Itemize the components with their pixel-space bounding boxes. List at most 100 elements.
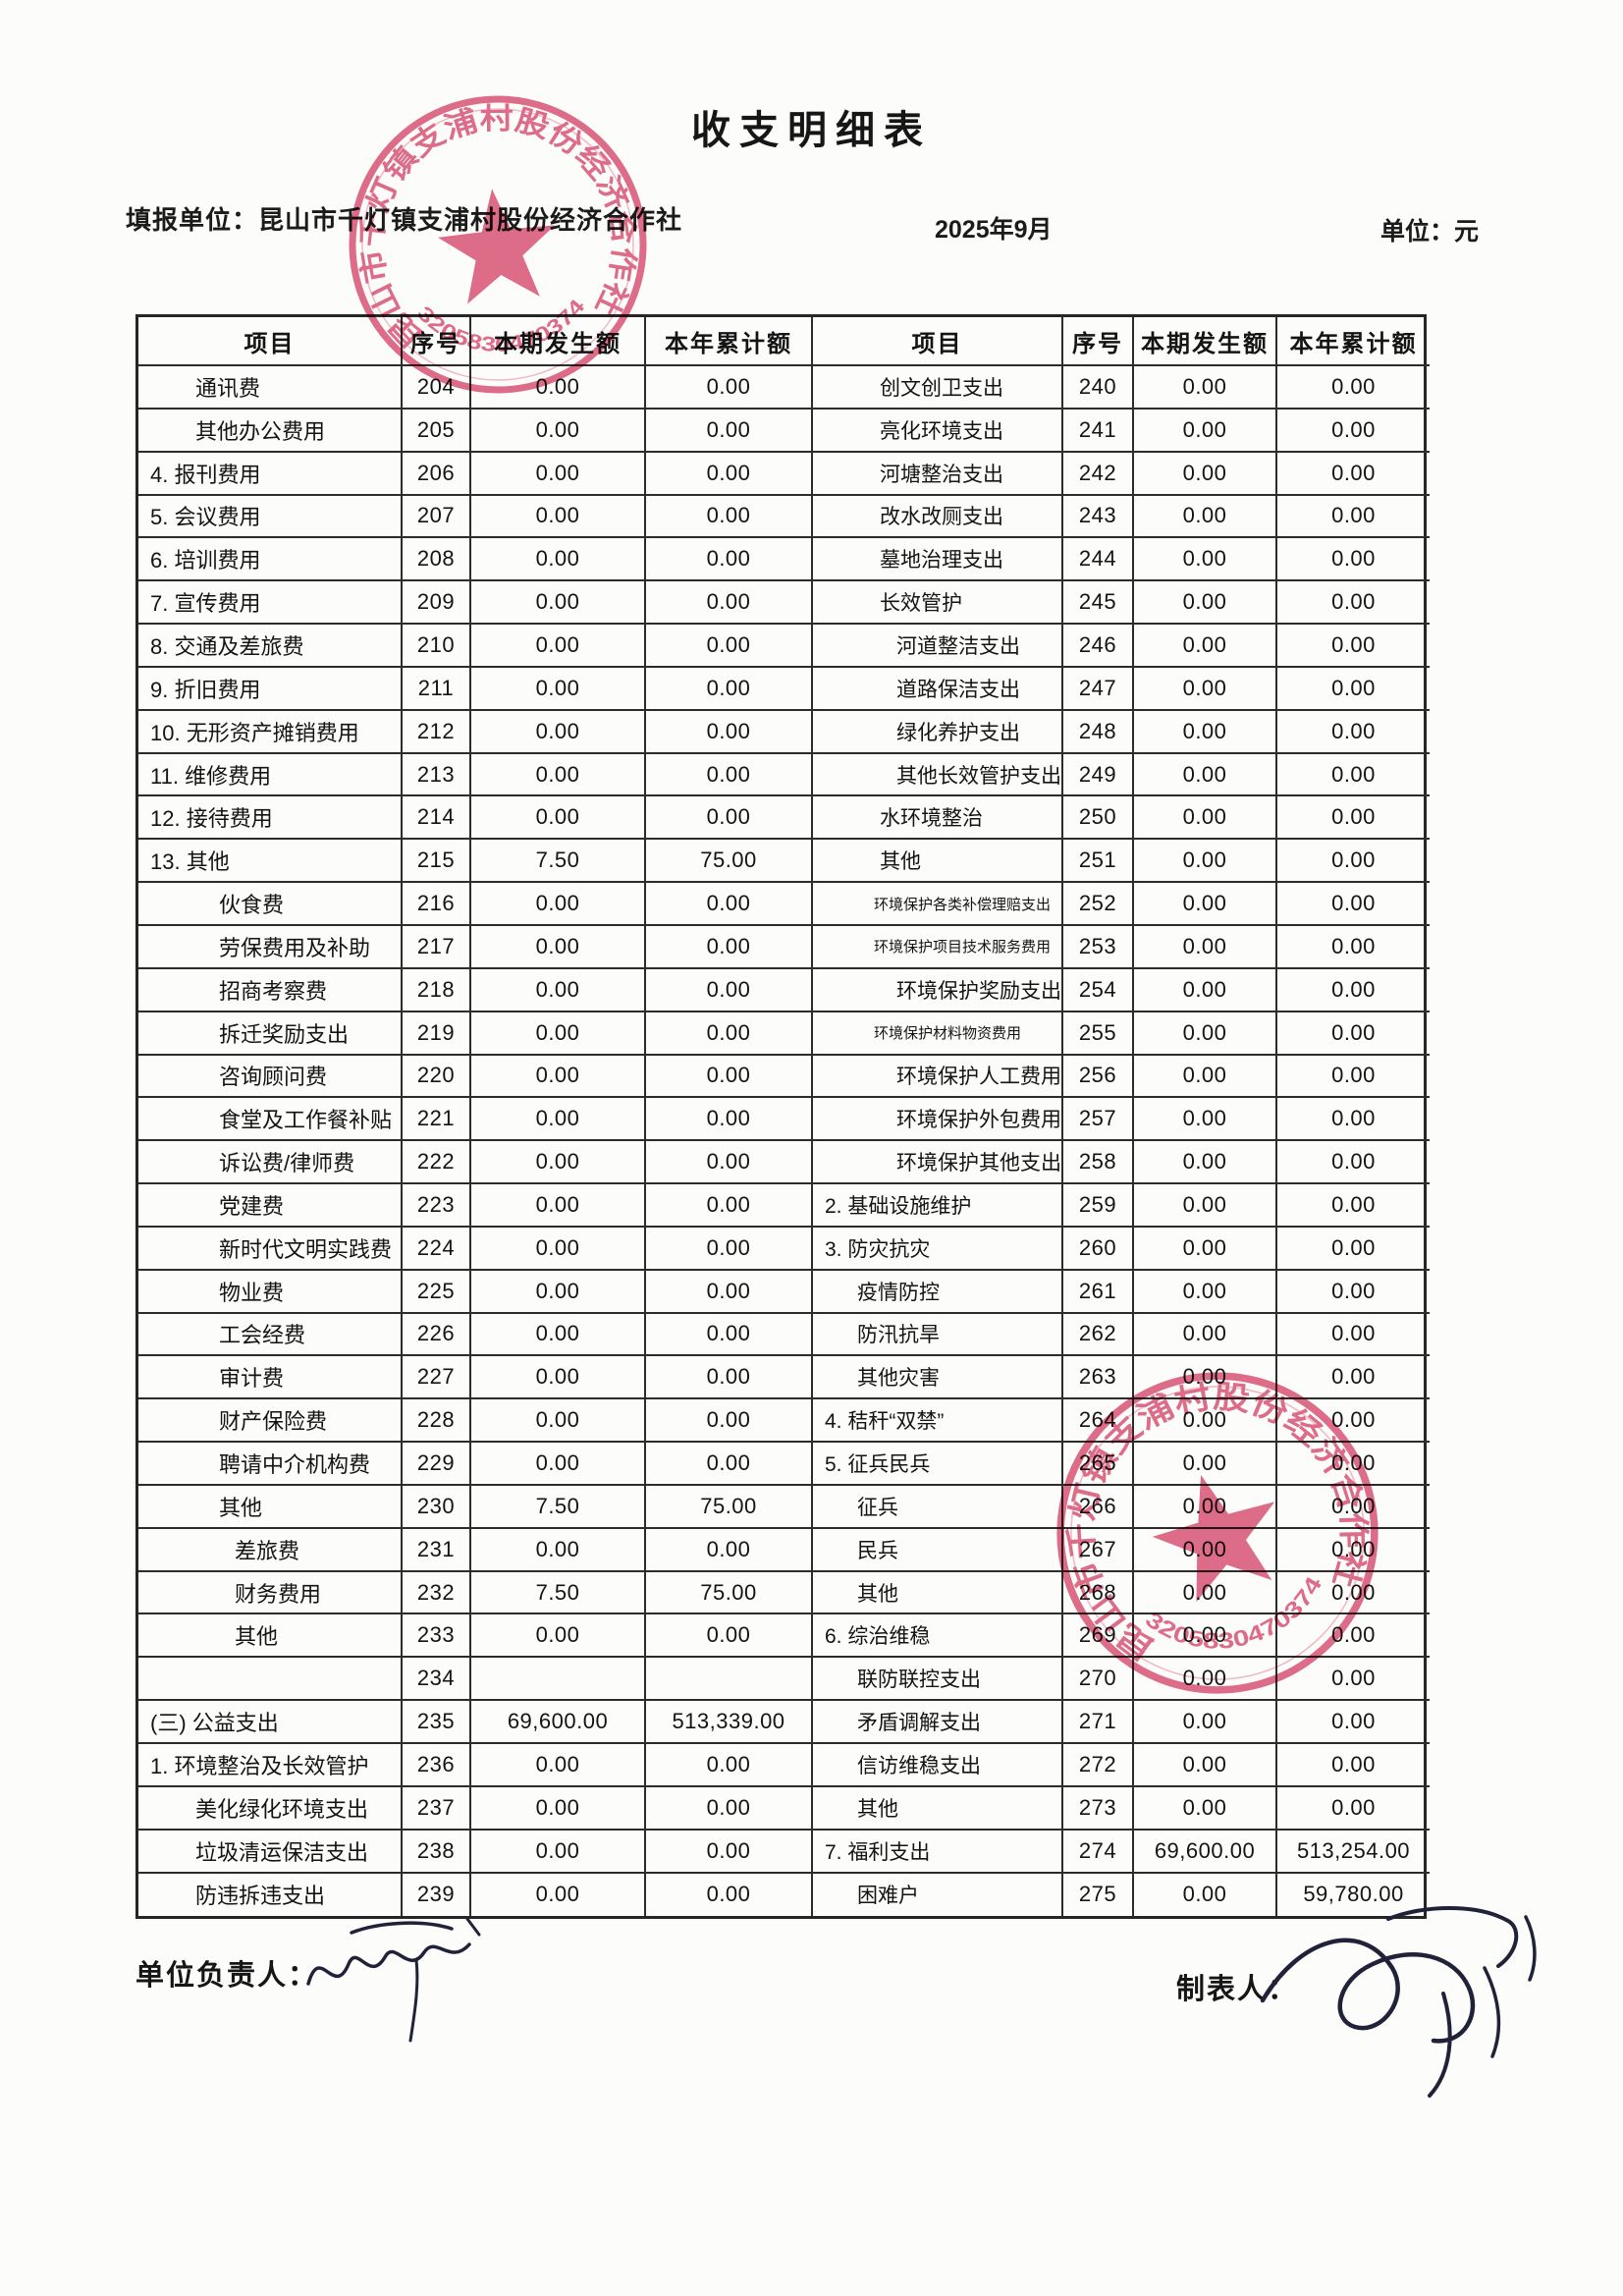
amount-cumulative-cell: 0.00 bbox=[646, 625, 813, 668]
amount-current-cell: 0.00 bbox=[471, 1313, 646, 1357]
seq-cell: 274 bbox=[1063, 1830, 1134, 1874]
amount-current-cell: 0.00 bbox=[471, 1830, 646, 1874]
item-cell: 其他长效管护支出 bbox=[813, 753, 1063, 797]
amount-cumulative-cell: 0.00 bbox=[1277, 496, 1430, 539]
amount-current-cell: 0.00 bbox=[1134, 1356, 1277, 1400]
amount-current-cell: 0.00 bbox=[1134, 925, 1277, 969]
seq-cell: 208 bbox=[403, 538, 471, 582]
amount-cumulative-cell: 75.00 bbox=[646, 840, 813, 884]
item-cell: 垃圾清运保洁支出 bbox=[138, 1830, 403, 1874]
seq-cell: 248 bbox=[1063, 710, 1134, 754]
seq-cell: 230 bbox=[403, 1485, 471, 1529]
item-cell: 长效管护 bbox=[813, 581, 1063, 626]
seq-cell: 265 bbox=[1063, 1443, 1134, 1486]
seq-cell: 235 bbox=[403, 1701, 471, 1744]
seq-cell: 270 bbox=[1063, 1658, 1134, 1702]
item-cell: 矛盾调解支出 bbox=[813, 1701, 1063, 1744]
amount-cumulative-cell: 0.00 bbox=[646, 1270, 813, 1314]
ledger-grid: 项目 序号 本期发生额 本年累计额 项目 序号 本期发生额 本年累计额 通讯费 2… bbox=[135, 314, 1430, 1920]
amount-cumulative-cell: 0.00 bbox=[646, 1744, 813, 1787]
amount-current-cell: 0.00 bbox=[1134, 1270, 1277, 1314]
amount-cumulative-cell: 0.00 bbox=[1277, 1443, 1430, 1486]
item-cell: 10. 无形资产摊销费用 bbox=[138, 710, 403, 754]
item-cell: 聘请中介机构费 bbox=[138, 1443, 403, 1486]
seq-cell: 275 bbox=[1063, 1873, 1134, 1917]
item-cell: 7. 福利支出 bbox=[813, 1830, 1063, 1874]
seq-cell: 214 bbox=[403, 796, 471, 841]
item-cell: 征兵 bbox=[813, 1485, 1063, 1529]
amount-current-cell: 0.00 bbox=[1134, 1701, 1277, 1744]
item-cell: 其他 bbox=[813, 1571, 1063, 1615]
amount-cumulative-cell: 0.00 bbox=[1277, 1228, 1430, 1271]
amount-current-cell: 0.00 bbox=[471, 1744, 646, 1787]
seq-cell: 250 bbox=[1063, 796, 1134, 841]
column-header-current-right: 本期发生额 bbox=[1134, 317, 1277, 366]
item-cell: 绿化养护支出 bbox=[813, 710, 1063, 754]
seq-cell: 242 bbox=[1063, 452, 1134, 496]
amount-current-cell: 0.00 bbox=[471, 1055, 646, 1099]
seq-cell: 260 bbox=[1063, 1227, 1134, 1271]
seq-cell: 234 bbox=[403, 1658, 471, 1702]
seq-cell: 224 bbox=[403, 1227, 471, 1271]
amount-cumulative-cell: 0.00 bbox=[1277, 840, 1430, 884]
seq-cell: 212 bbox=[403, 710, 471, 754]
item-cell: 美化绿化环境支出 bbox=[138, 1786, 403, 1831]
seq-cell: 245 bbox=[1063, 581, 1134, 626]
seq-cell: 222 bbox=[403, 1141, 471, 1185]
item-cell: 招商考察费 bbox=[138, 968, 403, 1012]
amount-cumulative-cell: 0.00 bbox=[1277, 926, 1430, 969]
amount-cumulative-cell: 0.00 bbox=[646, 925, 813, 969]
seq-cell: 233 bbox=[403, 1614, 471, 1659]
amount-cumulative-cell: 0.00 bbox=[1277, 366, 1430, 410]
seq-cell: 266 bbox=[1063, 1485, 1134, 1529]
amount-current-cell: 0.00 bbox=[1134, 968, 1277, 1012]
amount-cumulative-cell: 0.00 bbox=[1277, 1701, 1430, 1744]
amount-current-cell: 0.00 bbox=[471, 1528, 646, 1572]
column-header-cumulative-right: 本年累计额 bbox=[1277, 317, 1430, 366]
seq-cell: 251 bbox=[1063, 840, 1134, 884]
amount-cumulative-cell: 0.00 bbox=[1277, 883, 1430, 926]
item-cell: 改水改厕支出 bbox=[813, 495, 1063, 539]
amount-current-cell: 0.00 bbox=[1134, 796, 1277, 841]
preparer-label: 制表人： bbox=[1176, 1974, 1299, 2005]
seq-cell: 237 bbox=[403, 1786, 471, 1831]
amount-cumulative-cell: 513,339.00 bbox=[646, 1701, 813, 1744]
seq-cell: 262 bbox=[1063, 1313, 1134, 1357]
amount-cumulative-cell: 0.00 bbox=[1277, 1614, 1430, 1659]
item-cell: 伙食费 bbox=[138, 883, 403, 926]
amount-current-cell: 0.00 bbox=[471, 1184, 646, 1228]
seq-cell: 210 bbox=[403, 625, 471, 668]
amount-cumulative-cell: 0.00 bbox=[646, 1055, 813, 1099]
item-cell: 水环境整治 bbox=[813, 796, 1063, 841]
amount-cumulative-cell: 0.00 bbox=[1277, 969, 1430, 1012]
seq-cell: 255 bbox=[1063, 1011, 1134, 1056]
seq-cell: 227 bbox=[403, 1356, 471, 1400]
item-cell: 其他 bbox=[138, 1614, 403, 1659]
amount-current-cell: 0.00 bbox=[1134, 538, 1277, 582]
seq-cell: 239 bbox=[403, 1873, 471, 1917]
amount-current-cell: 0.00 bbox=[1134, 1744, 1277, 1787]
amount-cumulative-cell: 0.00 bbox=[1277, 453, 1430, 496]
amount-cumulative-cell: 0.00 bbox=[1277, 1184, 1430, 1228]
amount-current-cell: 0.00 bbox=[1134, 366, 1277, 410]
responsible-signature bbox=[306, 1917, 481, 2043]
amount-cumulative-cell: 0.00 bbox=[1277, 1056, 1430, 1099]
amount-current-cell: 0.00 bbox=[471, 1141, 646, 1185]
column-header-current-left: 本期发生额 bbox=[471, 317, 646, 366]
amount-cumulative-cell: 0.00 bbox=[646, 1356, 813, 1400]
amount-cumulative-cell: 0.00 bbox=[1277, 581, 1430, 626]
amount-current-cell: 0.00 bbox=[471, 409, 646, 453]
seq-cell: 244 bbox=[1063, 538, 1134, 582]
item-cell: 环境保护其他支出 bbox=[813, 1141, 1063, 1185]
amount-current-cell: 7.50 bbox=[471, 1485, 646, 1529]
item-cell: 民兵 bbox=[813, 1528, 1063, 1572]
item-cell: 环境保护奖励支出 bbox=[813, 968, 1063, 1012]
seq-cell: 232 bbox=[403, 1571, 471, 1615]
amount-cumulative-cell: 0.00 bbox=[646, 1011, 813, 1056]
seq-cell: 247 bbox=[1063, 667, 1134, 711]
item-cell: 8. 交通及差旅费 bbox=[138, 625, 403, 668]
item-cell: 拆迁奖励支出 bbox=[138, 1011, 403, 1056]
item-cell: 食堂及工作餐补贴 bbox=[138, 1098, 403, 1142]
amount-current-cell: 0.00 bbox=[1134, 1184, 1277, 1228]
amount-current-cell: 0.00 bbox=[1134, 1313, 1277, 1357]
